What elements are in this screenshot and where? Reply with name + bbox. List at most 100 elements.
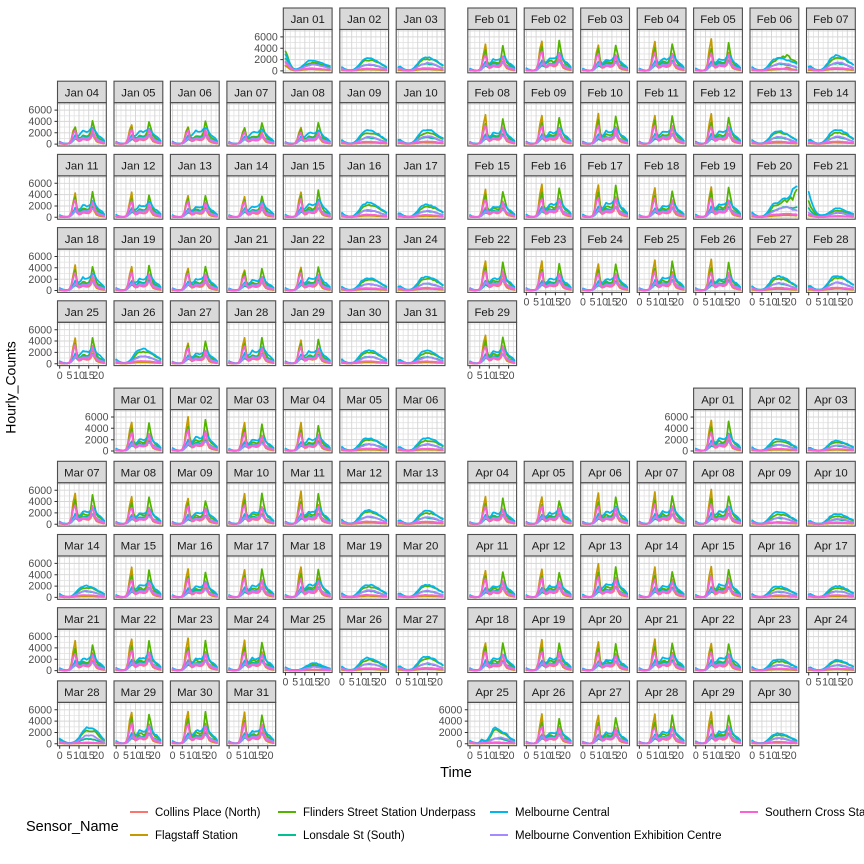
svg-text:2000: 2000: [28, 508, 52, 520]
svg-text:20: 20: [559, 750, 571, 762]
svg-text:20: 20: [205, 750, 217, 762]
svg-text:20: 20: [559, 297, 571, 309]
svg-text:10: 10: [766, 750, 778, 762]
svg-text:Apr 05: Apr 05: [532, 468, 566, 480]
svg-text:20: 20: [785, 297, 797, 309]
svg-text:5: 5: [405, 677, 411, 689]
svg-text:Feb 25: Feb 25: [644, 234, 679, 246]
svg-text:10: 10: [822, 677, 834, 689]
svg-text:20: 20: [729, 750, 741, 762]
svg-text:Apr 04: Apr 04: [475, 468, 509, 480]
svg-text:0: 0: [46, 665, 52, 677]
svg-text:2000: 2000: [28, 201, 52, 213]
svg-text:10: 10: [596, 297, 608, 309]
svg-text:Jan 06: Jan 06: [178, 87, 212, 99]
svg-text:4000: 4000: [665, 423, 689, 435]
svg-text:Feb 14: Feb 14: [813, 87, 848, 99]
svg-text:4000: 4000: [28, 643, 52, 655]
svg-text:Mar 08: Mar 08: [121, 468, 156, 480]
svg-text:Melbourne Convention Exhibitio: Melbourne Convention Exhibition Centre: [515, 830, 721, 842]
svg-text:20: 20: [503, 750, 515, 762]
svg-text:Feb 29: Feb 29: [474, 307, 509, 319]
svg-text:Mar 19: Mar 19: [346, 541, 381, 553]
svg-text:Jan 16: Jan 16: [347, 161, 381, 173]
svg-text:0: 0: [693, 750, 699, 762]
svg-text:2000: 2000: [665, 434, 689, 446]
svg-text:Jan 03: Jan 03: [403, 14, 437, 26]
svg-text:20: 20: [503, 370, 515, 382]
svg-text:Feb 13: Feb 13: [757, 87, 792, 99]
svg-text:10: 10: [73, 750, 85, 762]
svg-text:Mar 05: Mar 05: [346, 394, 381, 406]
svg-text:0: 0: [456, 738, 462, 750]
svg-text:6000: 6000: [28, 251, 52, 263]
svg-text:15: 15: [663, 297, 675, 309]
svg-text:Collins Place (North): Collins Place (North): [155, 807, 261, 819]
svg-text:Feb 10: Feb 10: [587, 87, 622, 99]
svg-text:Apr 01: Apr 01: [701, 394, 735, 406]
svg-text:5: 5: [477, 370, 483, 382]
svg-text:5: 5: [533, 297, 539, 309]
svg-text:20: 20: [92, 750, 104, 762]
svg-text:2000: 2000: [254, 54, 278, 66]
svg-text:Sensor_Name: Sensor_Name: [26, 819, 119, 835]
svg-text:10: 10: [483, 370, 495, 382]
svg-text:0: 0: [283, 677, 289, 689]
svg-text:Jan 04: Jan 04: [65, 87, 99, 99]
svg-text:Apr 14: Apr 14: [645, 541, 679, 553]
svg-text:Mar 11: Mar 11: [290, 468, 325, 480]
svg-text:Jan 11: Jan 11: [65, 161, 98, 173]
svg-text:6000: 6000: [28, 631, 52, 643]
svg-text:0: 0: [749, 750, 755, 762]
svg-text:Jan 29: Jan 29: [291, 307, 325, 319]
svg-text:Apr 18: Apr 18: [475, 614, 509, 626]
svg-text:Jan 24: Jan 24: [403, 234, 437, 246]
svg-text:2000: 2000: [85, 434, 109, 446]
svg-text:15: 15: [252, 750, 264, 762]
svg-text:Apr 26: Apr 26: [532, 687, 566, 699]
svg-text:0: 0: [170, 750, 176, 762]
svg-text:0: 0: [523, 297, 529, 309]
svg-text:6000: 6000: [28, 704, 52, 716]
svg-text:Feb 09: Feb 09: [531, 87, 566, 99]
svg-text:4000: 4000: [28, 716, 52, 728]
svg-text:5: 5: [703, 297, 709, 309]
svg-text:Jan 12: Jan 12: [121, 161, 155, 173]
svg-text:15: 15: [493, 370, 505, 382]
svg-text:5: 5: [66, 750, 72, 762]
svg-text:Southern Cross Station: Southern Cross Station: [765, 807, 864, 819]
svg-text:Feb 26: Feb 26: [700, 234, 735, 246]
svg-text:Mar 15: Mar 15: [121, 541, 156, 553]
svg-text:Apr 25: Apr 25: [475, 687, 509, 699]
svg-text:Feb 16: Feb 16: [531, 161, 566, 173]
svg-text:Apr 09: Apr 09: [758, 468, 792, 480]
svg-text:15: 15: [422, 677, 434, 689]
svg-text:Mar 17: Mar 17: [234, 541, 269, 553]
svg-text:6000: 6000: [85, 412, 109, 424]
svg-text:Apr 29: Apr 29: [701, 687, 735, 699]
svg-text:0: 0: [693, 297, 699, 309]
svg-text:15: 15: [663, 750, 675, 762]
svg-text:10: 10: [243, 750, 255, 762]
svg-text:0: 0: [636, 750, 642, 762]
svg-text:Jan 01: Jan 01: [291, 14, 325, 26]
svg-text:Jan 28: Jan 28: [234, 307, 268, 319]
svg-text:10: 10: [412, 677, 424, 689]
svg-text:Mar 07: Mar 07: [64, 468, 99, 480]
svg-text:0: 0: [226, 750, 232, 762]
svg-text:Mar 27: Mar 27: [403, 614, 438, 626]
svg-text:Jan 07: Jan 07: [234, 87, 268, 99]
svg-text:Mar 01: Mar 01: [121, 394, 156, 406]
svg-text:Mar 26: Mar 26: [346, 614, 381, 626]
svg-text:Feb 08: Feb 08: [474, 87, 509, 99]
svg-text:Apr 21: Apr 21: [645, 614, 679, 626]
svg-text:Mar 20: Mar 20: [403, 541, 438, 553]
svg-text:15: 15: [775, 750, 787, 762]
svg-text:15: 15: [309, 677, 321, 689]
svg-text:Apr 27: Apr 27: [588, 687, 622, 699]
svg-text:10: 10: [596, 750, 608, 762]
svg-text:20: 20: [672, 297, 684, 309]
svg-text:Mar 09: Mar 09: [177, 468, 212, 480]
svg-text:6000: 6000: [28, 324, 52, 336]
svg-text:Jan 17: Jan 17: [403, 161, 437, 173]
